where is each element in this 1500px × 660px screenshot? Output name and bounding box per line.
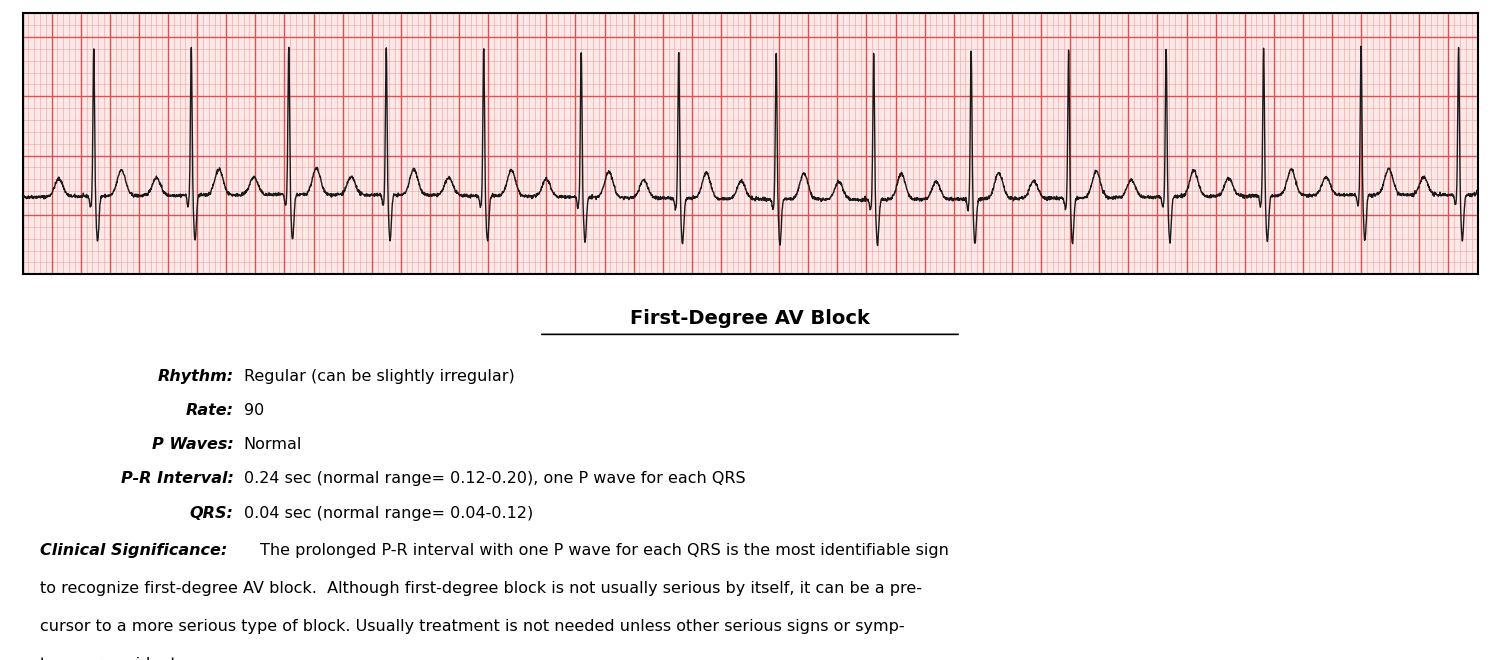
Text: Rate:: Rate: bbox=[186, 403, 234, 418]
Text: 0.04 sec (normal range= 0.04-0.12): 0.04 sec (normal range= 0.04-0.12) bbox=[243, 506, 532, 521]
Text: 90: 90 bbox=[243, 403, 264, 418]
Text: Regular (can be slightly irregular): Regular (can be slightly irregular) bbox=[243, 368, 514, 383]
Text: Clinical Significance:: Clinical Significance: bbox=[40, 543, 226, 558]
Text: 0.24 sec (normal range= 0.12-0.20), one P wave for each QRS: 0.24 sec (normal range= 0.12-0.20), one … bbox=[243, 471, 746, 486]
Text: cursor to a more serious type of block. Usually treatment is not needed unless o: cursor to a more serious type of block. … bbox=[40, 619, 904, 634]
Text: Normal: Normal bbox=[243, 437, 302, 452]
Text: QRS:: QRS: bbox=[189, 506, 234, 521]
Text: Rhythm:: Rhythm: bbox=[158, 368, 234, 383]
Text: toms are evident.: toms are evident. bbox=[40, 657, 182, 660]
Text: P Waves:: P Waves: bbox=[152, 437, 234, 452]
Text: The prolonged P-R interval with one P wave for each QRS is the most identifiable: The prolonged P-R interval with one P wa… bbox=[260, 543, 948, 558]
Text: P-R Interval:: P-R Interval: bbox=[120, 471, 234, 486]
Text: to recognize first-degree AV block.  Although first-degree block is not usually : to recognize first-degree AV block. Alth… bbox=[40, 581, 922, 596]
Text: First-Degree AV Block: First-Degree AV Block bbox=[630, 309, 870, 328]
